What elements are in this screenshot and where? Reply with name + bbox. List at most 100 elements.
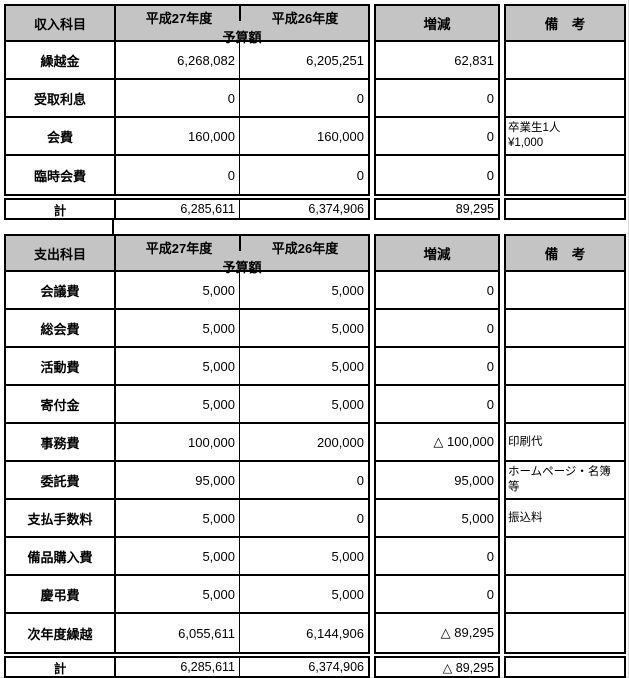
- header-item-cell: 収入科目: [6, 6, 116, 40]
- row-item-label: 事務費: [6, 424, 116, 460]
- row-diff-value: 5,000: [376, 500, 498, 538]
- row-budget-current: 6,055,611: [116, 614, 240, 652]
- expense-table: 支出科目 平成27年度 平成26年度 予算額 会議費 5,000 5,000 総会費 5,000…: [4, 234, 628, 678]
- header-year-current-label: 平成27年度: [145, 241, 213, 256]
- table-row: 臨時会費 0 0: [6, 156, 368, 194]
- header-note-cell: 備 考: [506, 236, 624, 272]
- table-row: 寄付金 5,000 5,000: [6, 386, 368, 424]
- row-item-label: 委託費: [6, 462, 116, 498]
- total-note: [504, 656, 626, 678]
- row-budget-previous: 0: [356, 90, 364, 106]
- header-budget-cell: 平成27年度 平成26年度 予算額: [116, 236, 368, 275]
- row-item-label: 活動費: [6, 348, 116, 384]
- row-budget-previous: 160,000: [317, 128, 364, 144]
- row-diff-value: △ 89,295: [440, 625, 494, 640]
- row-budget-previous: 6,205,251: [306, 52, 364, 68]
- row-note: [506, 272, 624, 310]
- row-diff-value: 0: [376, 386, 498, 424]
- total-row: 計 6,285,611 6,374,906 △ 89,295: [4, 656, 628, 678]
- row-item-label: 次年度繰越: [6, 614, 116, 652]
- header-year-previous-label: 平成26年度: [271, 11, 339, 26]
- row-item-label: 慶弔費: [6, 576, 116, 612]
- header-row: 支出科目 平成27年度 平成26年度 予算額: [6, 236, 368, 275]
- row-budget-current: 5,000: [116, 576, 240, 612]
- row-diff-value: 0: [376, 272, 498, 310]
- row-budget-current: 0: [116, 156, 240, 194]
- row-note: ホームページ・名簿等: [506, 462, 624, 500]
- row-item-label: 繰越金: [6, 42, 116, 78]
- total-main-box: 計 6,285,611 6,374,906: [4, 656, 370, 678]
- table-row: 活動費 5,000 5,000: [6, 348, 368, 386]
- row-budget-current: 5,000: [116, 500, 240, 536]
- total-budget-current: 6,285,611: [116, 658, 240, 676]
- total-label: 計: [6, 200, 116, 218]
- row-budget-previous: 5,000: [331, 358, 364, 374]
- table-row: 会費 160,000 160,000: [6, 118, 368, 156]
- row-note: [506, 538, 624, 576]
- row-budget-current: 5,000: [116, 348, 240, 384]
- table-row: 慶弔費 5,000 5,000: [6, 576, 368, 614]
- row-item-label: 受取利息: [6, 80, 116, 116]
- total-budget-previous: 6,374,906: [308, 202, 364, 216]
- table-row: 事務費 100,000 200,000: [6, 424, 368, 462]
- row-note: [506, 42, 624, 80]
- row-item-label: 会議費: [6, 272, 116, 308]
- table-row: 次年度繰越 6,055,611 6,144,906: [6, 614, 368, 652]
- note-box: 備 考卒業生1人 ¥1,000: [504, 4, 626, 196]
- row-budget-previous: 5,000: [331, 548, 364, 564]
- row-item-label: 臨時会費: [6, 156, 116, 194]
- row-item-label: 支払手数料: [6, 500, 116, 536]
- income-table: 収入科目 平成27年度 平成26年度予算額繰越金 6,268,082 6,205,251…: [4, 4, 628, 220]
- row-budget-current: 5,000: [116, 538, 240, 574]
- total-diff-value: △ 89,295: [374, 656, 500, 678]
- row-diff-value: 0: [486, 167, 494, 183]
- row-budget-current: 160,000: [116, 118, 240, 154]
- header-diff-cell: 増減: [376, 6, 498, 42]
- row-item-label: 会費: [6, 118, 116, 154]
- header-budget-label: 予算額: [222, 260, 262, 275]
- row-budget-current: 6,268,082: [116, 42, 240, 78]
- row-note: [506, 386, 624, 424]
- header-years: 平成27年度 平成26年度: [116, 8, 368, 27]
- row-budget-current: 5,000: [116, 310, 240, 346]
- table-row: 会議費 5,000 5,000: [6, 272, 368, 310]
- table-row: 総会費 5,000 5,000: [6, 310, 368, 348]
- note-box: 備 考印刷代 ホームページ・名簿等 振込料: [504, 234, 626, 654]
- diff-box: 増減 0 0 0 0 △ 100,000 95,000 5,000 0 0 △ 89,295: [374, 234, 500, 654]
- row-note: [506, 348, 624, 386]
- table-gap: [4, 219, 628, 235]
- expense_table-body: 支出科目 平成27年度 平成26年度 予算額 会議費 5,000 5,000 総会費 5,000…: [4, 234, 628, 654]
- table-row: 委託費 95,000 0: [6, 462, 368, 500]
- table-row: 支払手数料 5,000 0: [6, 500, 368, 538]
- row-budget-current: 100,000: [116, 424, 240, 460]
- row-budget-previous: 6,144,906: [306, 625, 364, 641]
- header-budget-label: 予算額: [222, 30, 262, 45]
- row-note: 卒業生1人 ¥1,000: [506, 118, 624, 156]
- total-main-box: 計 6,285,611 6,374,906: [4, 198, 370, 220]
- total-row: 計 6,285,611 6,374,906 89,295: [4, 198, 628, 220]
- row-diff-value: 62,831: [376, 42, 498, 80]
- header-diff-cell: 増減: [376, 236, 498, 272]
- row-budget-previous: 200,000: [317, 434, 364, 450]
- row-budget-previous: 5,000: [331, 396, 364, 412]
- row-budget-current: 5,000: [116, 386, 240, 422]
- row-diff-value: 0: [376, 118, 498, 156]
- row-budget-previous: 5,000: [331, 586, 364, 602]
- header-budget-cell: 平成27年度 平成26年度予算額: [116, 6, 368, 45]
- items-budget-box: 支出科目 平成27年度 平成26年度 予算額 会議費 5,000 5,000 総会費 5,000…: [4, 234, 370, 654]
- table-row: 繰越金 6,268,082 6,205,251: [6, 42, 368, 80]
- header-year-previous-label: 平成26年度: [271, 241, 339, 256]
- header-years: 平成27年度 平成26年度: [116, 238, 368, 257]
- row-budget-current: 95,000: [116, 462, 240, 498]
- row-note: [506, 156, 624, 194]
- row-diff-value: 0: [376, 80, 498, 118]
- header-year-divider: [239, 236, 241, 251]
- row-budget-current: 5,000: [116, 272, 240, 308]
- row-budget-previous: 5,000: [331, 320, 364, 336]
- row-budget-previous: 0: [356, 510, 364, 526]
- header-row: 収入科目 平成27年度 平成26年度予算額: [6, 6, 368, 45]
- total-note: [504, 198, 626, 220]
- row-diff-value: 95,000: [376, 462, 498, 500]
- row-budget-previous: 0: [356, 472, 364, 488]
- row-note: [506, 614, 624, 652]
